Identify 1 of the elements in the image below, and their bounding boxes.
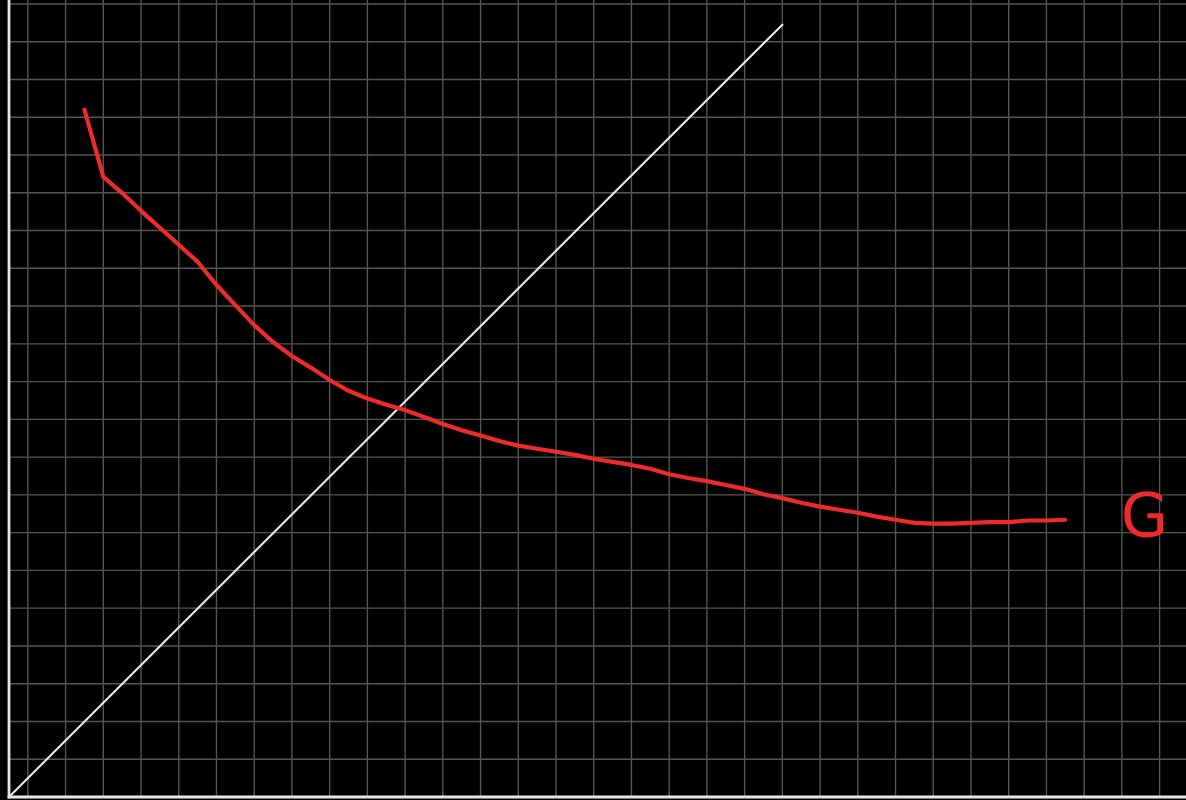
series-label: G (1124, 491, 1164, 538)
